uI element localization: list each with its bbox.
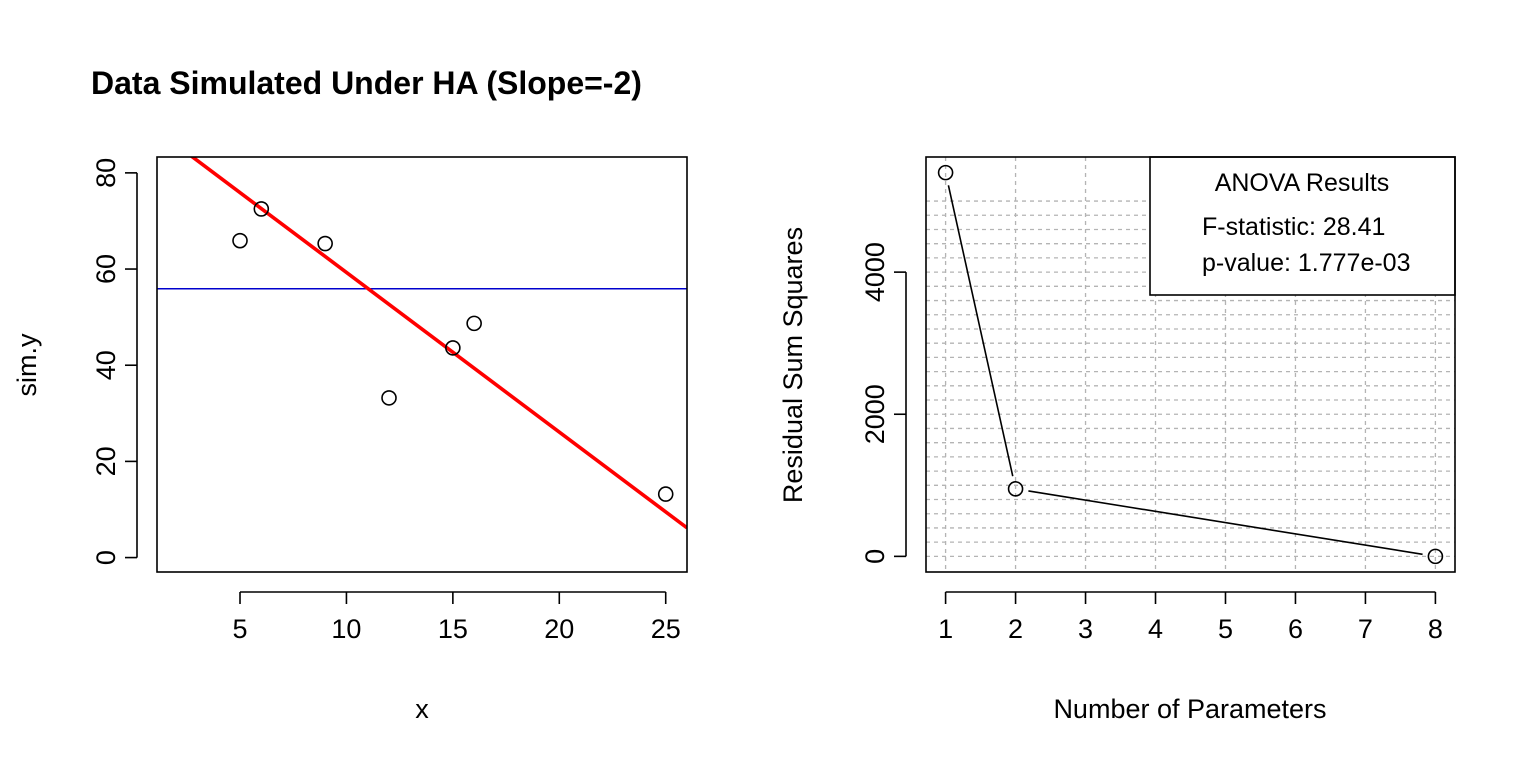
left-y-axis-label: sim.y bbox=[12, 333, 42, 396]
scatter-point bbox=[381, 390, 397, 406]
right-rss-panel: ANOVA Results F-statistic: 28.41 p-value… bbox=[778, 156, 1456, 724]
rss-point bbox=[1007, 481, 1024, 497]
legend-box bbox=[1149, 156, 1456, 296]
right-x-tick-label: 6 bbox=[1288, 614, 1303, 644]
left-x-tick-label: 25 bbox=[651, 614, 681, 644]
legend-p-value: p-value: 1.777e-03 bbox=[1202, 249, 1410, 277]
rss-segment bbox=[1028, 490, 1423, 556]
rss-segment bbox=[947, 185, 1014, 477]
scatter-point bbox=[253, 201, 270, 217]
left-y-tick-label: 0 bbox=[91, 550, 121, 565]
legend-title: ANOVA Results bbox=[1215, 169, 1390, 197]
rss-point bbox=[937, 164, 954, 181]
rss-point bbox=[1427, 548, 1444, 565]
left-x-axis: 5 10 15 20 25 bbox=[232, 591, 681, 644]
regression-line bbox=[189, 157, 687, 530]
right-lines-layer bbox=[947, 185, 1423, 556]
right-y-axis: 0 2000 4000 bbox=[860, 242, 907, 564]
right-x-tick-label: 8 bbox=[1428, 614, 1443, 644]
left-y-tick-label: 40 bbox=[91, 350, 121, 380]
right-y-tick-label: 4000 bbox=[860, 242, 890, 302]
right-x-tick-label: 2 bbox=[1008, 614, 1023, 644]
right-x-tick-label: 4 bbox=[1148, 614, 1163, 644]
right-x-tick-label: 7 bbox=[1358, 614, 1373, 644]
scatter-point bbox=[232, 232, 248, 249]
left-scatter-panel: Data Simulated Under HA (Slope=-2) 5 10 15… bbox=[12, 65, 688, 724]
left-x-axis-label: x bbox=[415, 694, 429, 724]
scatter-point bbox=[657, 486, 674, 502]
left-y-tick-label: 60 bbox=[91, 254, 121, 284]
right-y-tick-label: 2000 bbox=[860, 384, 890, 444]
left-plot-frame bbox=[156, 156, 688, 573]
left-x-tick-label: 15 bbox=[438, 614, 468, 644]
right-points-layer bbox=[937, 164, 1444, 565]
left-y-axis: 0 20 40 60 80 bbox=[91, 158, 138, 565]
left-x-tick-label: 5 bbox=[232, 614, 247, 644]
scatter-point bbox=[317, 235, 333, 252]
right-x-tick-label: 3 bbox=[1078, 614, 1093, 644]
right-x-axis: 1 2 3 4 5 6 7 8 bbox=[938, 591, 1443, 644]
anova-legend: ANOVA Results F-statistic: 28.41 p-value… bbox=[1149, 156, 1456, 296]
right-y-axis-label: Residual Sum Squares bbox=[778, 227, 808, 503]
legend-f-statistic: F-statistic: 28.41 bbox=[1202, 213, 1385, 241]
left-x-tick-label: 10 bbox=[331, 614, 361, 644]
scatter-point bbox=[445, 340, 461, 356]
right-x-tick-label: 5 bbox=[1218, 614, 1233, 644]
left-chart-title: Data Simulated Under HA (Slope=-2) bbox=[91, 65, 642, 101]
right-plot-frame bbox=[925, 156, 1456, 573]
right-x-tick-label: 1 bbox=[938, 614, 953, 644]
left-points-layer bbox=[232, 201, 674, 502]
scatter-point bbox=[466, 315, 482, 332]
left-x-tick-label: 20 bbox=[544, 614, 574, 644]
right-x-axis-label: Number of Parameters bbox=[1053, 694, 1326, 724]
right-y-tick-label: 0 bbox=[860, 549, 890, 564]
left-y-tick-label: 20 bbox=[91, 446, 121, 476]
left-lines-layer bbox=[157, 157, 687, 530]
left-y-tick-label: 80 bbox=[91, 158, 121, 188]
